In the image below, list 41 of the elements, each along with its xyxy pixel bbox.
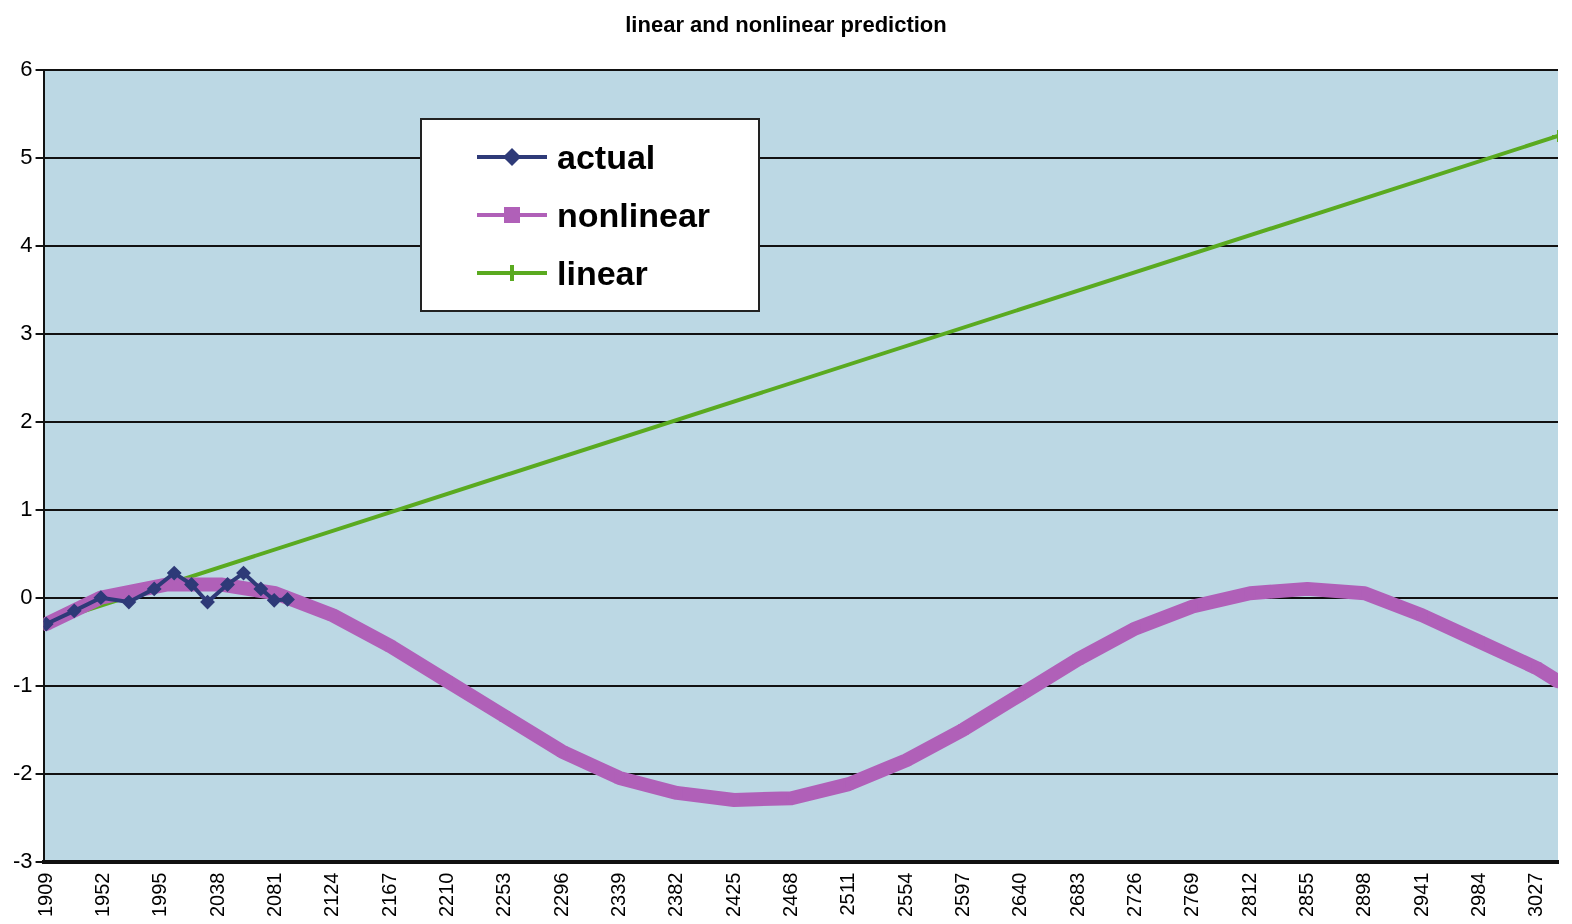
x-tick-label: 2984	[1466, 872, 1489, 918]
x-tick-label: 2081	[263, 872, 286, 918]
y-tick-label: -3	[13, 847, 33, 873]
x-tick-label: 2683	[1065, 872, 1088, 918]
y-tick-label: 0	[20, 583, 33, 609]
x-tick-label: 2124	[320, 872, 343, 918]
chart-title: linear and nonlinear prediction	[624, 12, 948, 38]
x-tick-label: 2210	[435, 872, 458, 918]
y-tick-label: 4	[20, 231, 33, 257]
x-tick-label: 2167	[377, 872, 400, 918]
legend-label: linear	[557, 253, 648, 293]
y-tick-label: 3	[20, 319, 33, 345]
x-tick-label: 2425	[721, 872, 744, 918]
x-tick-label: 2511	[836, 872, 859, 916]
x-tick-label: 2640	[1008, 872, 1031, 918]
x-tick-label: 2468	[778, 872, 801, 918]
x-tick-label: 2769	[1180, 872, 1203, 918]
y-tick-label: 5	[20, 144, 33, 170]
x-tick-label: 2597	[950, 872, 973, 918]
x-tick-label: 2038	[205, 872, 228, 918]
y-tick-label: 6	[20, 56, 33, 82]
x-tick-label: 2296	[549, 872, 572, 918]
x-tick-label: 2812	[1237, 872, 1260, 918]
legend-label: nonlinear	[557, 195, 711, 235]
legend-label: actual	[557, 137, 656, 177]
x-tick-label: 2339	[606, 872, 629, 918]
y-tick-label: 2	[20, 407, 33, 433]
x-tick-label: 2855	[1294, 872, 1317, 918]
x-tick-label: 1909	[33, 872, 56, 918]
y-tick-label: -2	[13, 759, 33, 785]
x-tick-label: 2898	[1352, 872, 1375, 918]
x-tick-label: 2726	[1122, 872, 1145, 918]
x-tick-label: 2253	[492, 872, 515, 918]
x-tick-label: 1995	[148, 872, 171, 918]
x-tick-label: 2941	[1409, 872, 1432, 918]
x-tick-label: 2382	[664, 872, 687, 918]
y-tick-label: -1	[13, 671, 33, 697]
y-tick-label: 1	[20, 495, 33, 521]
x-tick-label: 1952	[91, 872, 114, 918]
x-tick-label: 2554	[893, 872, 916, 918]
x-tick-label: 3027	[1524, 872, 1547, 918]
